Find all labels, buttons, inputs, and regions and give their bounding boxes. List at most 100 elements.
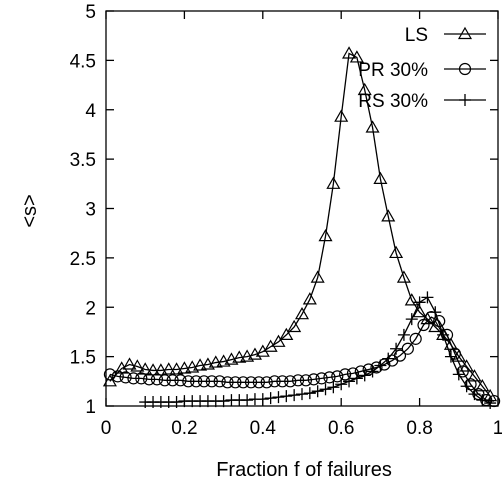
series-line bbox=[109, 316, 495, 402]
data-point bbox=[170, 396, 183, 409]
data-point bbox=[271, 334, 286, 347]
data-point bbox=[390, 342, 403, 355]
data-point bbox=[444, 350, 457, 363]
data-point bbox=[232, 350, 247, 363]
data-point bbox=[331, 370, 344, 383]
data-point bbox=[339, 368, 352, 381]
data-point bbox=[260, 376, 273, 389]
data-point bbox=[374, 359, 387, 372]
data-point bbox=[323, 371, 336, 384]
data-point bbox=[307, 373, 320, 386]
data-point bbox=[318, 228, 333, 242]
x-axis-label: Fraction f of failures bbox=[216, 459, 392, 481]
data-point bbox=[197, 375, 211, 388]
data-point bbox=[213, 375, 226, 388]
data-point bbox=[417, 318, 430, 332]
data-point bbox=[294, 306, 310, 320]
x-tick-label: 0.6 bbox=[328, 418, 354, 439]
data-point bbox=[365, 120, 380, 133]
y-tick-label: 4 bbox=[85, 101, 96, 122]
data-point bbox=[476, 394, 489, 407]
data-point bbox=[326, 176, 341, 189]
data-point bbox=[119, 371, 132, 384]
data-point bbox=[240, 349, 255, 362]
legend: LS PR 30% RS 30% bbox=[358, 25, 486, 112]
y-tick-label: 1.5 bbox=[70, 348, 96, 369]
x-tick-label: 0 bbox=[101, 418, 112, 439]
data-point bbox=[370, 361, 383, 374]
data-point bbox=[389, 245, 404, 259]
data-point bbox=[357, 82, 372, 96]
data-point bbox=[315, 372, 328, 385]
data-point bbox=[296, 388, 308, 401]
legend-label: LS bbox=[405, 25, 428, 46]
data-point bbox=[241, 394, 254, 407]
data-point bbox=[276, 375, 289, 388]
data-point bbox=[343, 375, 356, 388]
y-tick-label: 2 bbox=[85, 298, 96, 319]
data-point bbox=[452, 368, 465, 381]
data-point bbox=[193, 358, 208, 371]
series-plus bbox=[139, 291, 497, 410]
data-point bbox=[158, 374, 171, 387]
legend-marker bbox=[458, 62, 472, 76]
data-point bbox=[405, 313, 418, 326]
legend-label: RS 30% bbox=[358, 91, 428, 112]
data-point bbox=[468, 388, 481, 401]
data-point bbox=[404, 293, 419, 306]
data-point bbox=[291, 374, 305, 387]
data-point bbox=[484, 397, 497, 410]
data-point bbox=[161, 362, 176, 375]
data-point bbox=[135, 372, 148, 385]
series-triangle bbox=[102, 46, 498, 402]
data-point bbox=[382, 352, 395, 365]
data-point bbox=[150, 373, 164, 386]
data-point bbox=[190, 375, 203, 388]
data-point bbox=[166, 374, 179, 387]
data-point bbox=[433, 314, 446, 328]
data-point bbox=[256, 393, 269, 406]
plot-frame bbox=[105, 10, 499, 407]
data-point bbox=[350, 372, 363, 385]
data-point bbox=[224, 352, 239, 365]
data-point bbox=[279, 327, 294, 340]
data-point bbox=[177, 361, 192, 374]
series-layer bbox=[102, 46, 501, 410]
data-point bbox=[284, 375, 297, 388]
data-point bbox=[244, 376, 258, 389]
data-point bbox=[264, 392, 277, 405]
data-point bbox=[334, 109, 349, 122]
data-point bbox=[287, 319, 302, 333]
y-tick-label: 3.5 bbox=[70, 150, 96, 171]
data-point bbox=[401, 342, 414, 355]
data-point bbox=[373, 171, 388, 184]
data-point bbox=[288, 389, 301, 402]
x-tick-label: 0.8 bbox=[406, 418, 432, 439]
data-point bbox=[127, 372, 140, 385]
data-point bbox=[319, 383, 332, 396]
data-point bbox=[237, 376, 250, 389]
data-point bbox=[111, 370, 124, 383]
axes: 0 0.2 0.4 0.6 0.8 1 1 1.5 2 2.5 3 3.5 4 4.5 5 bbox=[70, 2, 502, 439]
y-axis-label: <s> bbox=[19, 194, 41, 227]
data-point bbox=[412, 304, 427, 318]
data-point bbox=[393, 349, 407, 362]
x-tick-label: 0.4 bbox=[250, 418, 277, 439]
data-point bbox=[102, 374, 117, 387]
data-point bbox=[272, 391, 285, 404]
data-point bbox=[342, 46, 357, 59]
y-tick-label: 4.5 bbox=[70, 51, 96, 72]
data-point bbox=[311, 385, 324, 398]
data-point bbox=[182, 375, 195, 388]
legend-marker bbox=[457, 26, 473, 40]
y-tick-label: 3 bbox=[85, 200, 96, 221]
data-point bbox=[216, 354, 231, 367]
data-point bbox=[221, 376, 234, 389]
data-point bbox=[122, 357, 137, 370]
data-point bbox=[487, 394, 501, 408]
data-point bbox=[280, 390, 293, 403]
legend-marker bbox=[459, 94, 471, 106]
legend-label: PR 30% bbox=[358, 60, 428, 81]
data-point bbox=[437, 328, 450, 341]
